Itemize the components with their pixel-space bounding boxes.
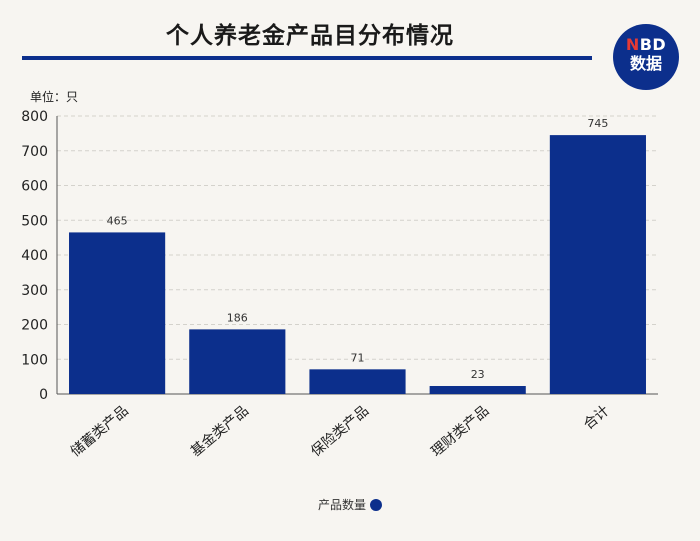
y-tick-label: 800 bbox=[21, 109, 48, 125]
bar bbox=[69, 232, 166, 394]
legend-swatch bbox=[370, 499, 382, 511]
y-tick-label: 700 bbox=[21, 144, 48, 160]
nbd-logo: NBD 数据 bbox=[613, 24, 679, 90]
x-tick-label: 基金类产品 bbox=[187, 402, 252, 460]
data-label: 465 bbox=[107, 214, 128, 227]
y-tick-label: 0 bbox=[39, 387, 48, 403]
data-label: 23 bbox=[471, 368, 485, 381]
x-tick-label: 合计 bbox=[581, 403, 613, 433]
x-tick-label: 储蓄类产品 bbox=[68, 403, 132, 460]
data-label: 186 bbox=[227, 311, 248, 324]
data-label: 71 bbox=[351, 351, 365, 364]
title-underline bbox=[22, 56, 592, 60]
x-tick-label: 理财类产品 bbox=[428, 403, 492, 460]
legend: 产品数量 bbox=[0, 496, 700, 513]
bar bbox=[549, 135, 646, 395]
y-tick-label: 300 bbox=[21, 283, 48, 299]
legend-label: 产品数量 bbox=[317, 498, 366, 512]
bar bbox=[309, 369, 406, 394]
x-tick-label: 保险类产品 bbox=[308, 403, 372, 460]
logo-top-text: NBD bbox=[625, 35, 667, 54]
bar bbox=[429, 386, 526, 394]
bar bbox=[189, 329, 286, 394]
data-label: 745 bbox=[587, 117, 608, 130]
unit-label: 单位：只 bbox=[30, 90, 79, 104]
y-tick-label: 400 bbox=[21, 248, 48, 264]
y-tick-label: 100 bbox=[21, 352, 48, 368]
y-tick-label: 600 bbox=[21, 179, 48, 195]
chart-title: 个人养老金产品目分布情况 bbox=[166, 23, 454, 49]
logo-bottom-text: 数据 bbox=[629, 54, 662, 73]
y-tick-label: 200 bbox=[21, 318, 48, 334]
y-tick-label: 500 bbox=[21, 213, 48, 229]
